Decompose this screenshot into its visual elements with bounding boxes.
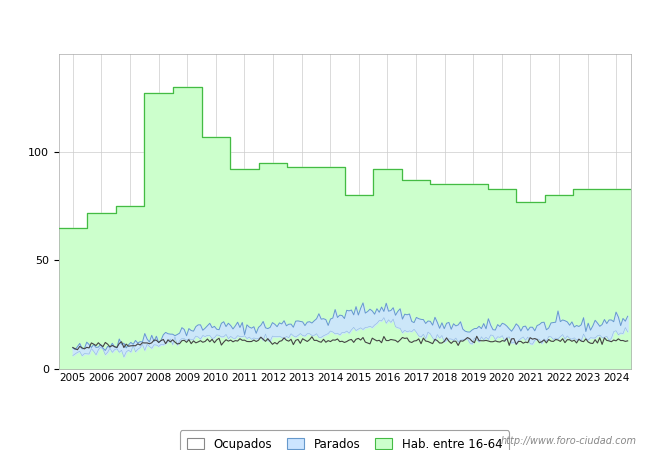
Text: http://www.foro-ciudad.com: http://www.foro-ciudad.com <box>501 436 637 446</box>
Text: Alsodux - Evolucion de la poblacion en edad de Trabajar Mayo de 2024: Alsodux - Evolucion de la poblacion en e… <box>66 17 584 32</box>
Legend: Ocupados, Parados, Hab. entre 16-64: Ocupados, Parados, Hab. entre 16-64 <box>179 431 510 450</box>
Text: FORO-CIUDAD.COM: FORO-CIUDAD.COM <box>179 213 510 242</box>
